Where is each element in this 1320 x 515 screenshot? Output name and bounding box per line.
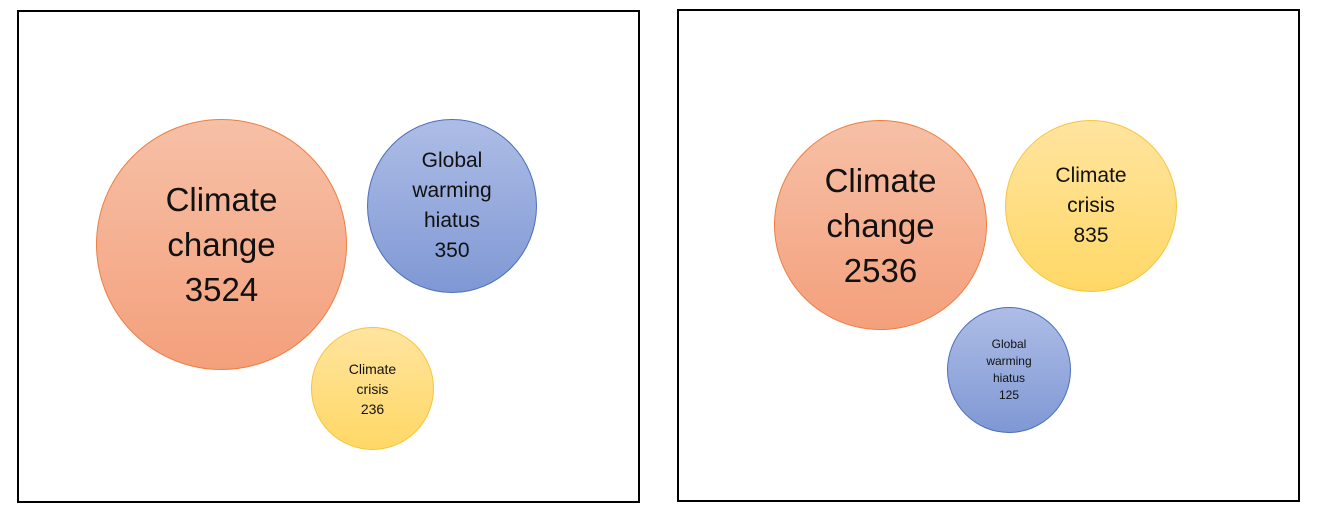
bubble-label-line: hiatus (992, 371, 1026, 385)
bubble-value: 2536 (843, 251, 918, 289)
climate-change-bubble: Climate change 3524 (96, 119, 347, 370)
bubble-label-line: hiatus (423, 209, 481, 232)
climate-crisis-bubble: Climate crisis 835 (1005, 120, 1177, 292)
bubble-label-line: Global (421, 149, 483, 172)
bubble-label-line: warming (986, 354, 1032, 368)
bubble-value: 236 (360, 400, 385, 417)
bubble-value: 350 (434, 239, 470, 262)
bubble-label-line: Climate (165, 181, 278, 218)
bubble-label-line: warming (412, 179, 492, 202)
bubble-label-line: crisis (356, 380, 389, 397)
global-warming-hiatus-bubble: Global warming hiatus 125 (947, 307, 1071, 433)
global-warming-hiatus-bubble: Global warming hiatus 350 (367, 119, 537, 293)
left-bubble-panel: Climate change 3524 Global warming hiatu… (17, 10, 640, 503)
bubble-value: 125 (998, 388, 1020, 402)
right-bubble-panel: Climate change 2536 Climate crisis 835 G… (677, 9, 1300, 502)
climate-crisis-bubble: Climate crisis 236 (311, 327, 434, 450)
bubble-label-line: change (826, 206, 935, 244)
bubble-label-line: crisis (1067, 194, 1115, 217)
bubble-label-line: change (167, 226, 276, 263)
bubble-label-line: Global (991, 337, 1027, 351)
bubble-label-line: Climate (348, 360, 397, 377)
bubble-value: 835 (1073, 224, 1109, 247)
bubble-label-line: Climate (824, 161, 937, 199)
bubble-value: 3524 (184, 271, 259, 308)
bubble-label-line: Climate (1055, 164, 1127, 187)
climate-change-bubble: Climate change 2536 (774, 120, 987, 330)
